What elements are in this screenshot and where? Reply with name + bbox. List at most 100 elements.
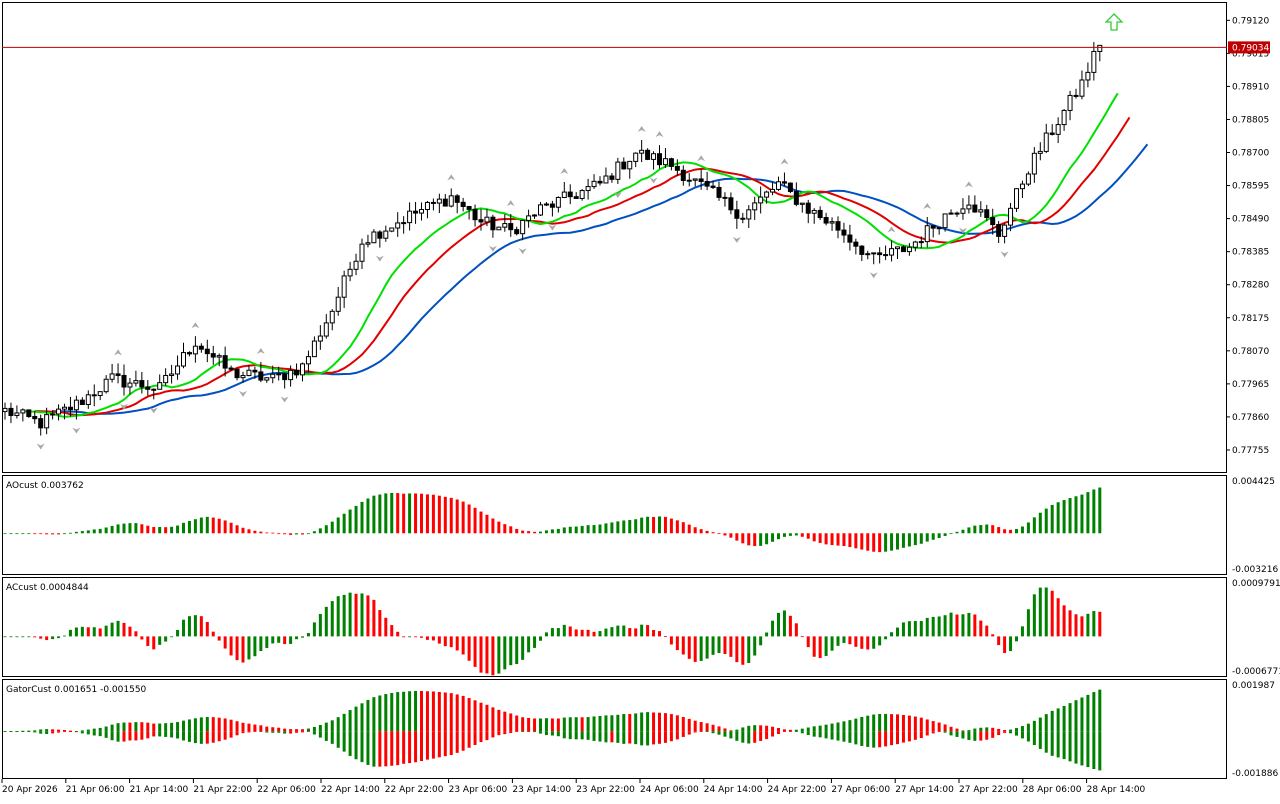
gator-lower-bar (509, 731, 512, 733)
histogram-bar (182, 523, 185, 533)
gator-upper-bar (372, 697, 375, 731)
histogram-bar (1015, 529, 1018, 533)
gator-lower-bar (491, 731, 494, 737)
time-tick-label: 27 Apr 06:00 (831, 785, 890, 795)
gator-upper-bar (39, 729, 42, 731)
histogram-bar (807, 636, 810, 647)
histogram-bar (819, 533, 822, 543)
gator-lower-bar (200, 731, 203, 744)
histogram-bar (87, 627, 90, 636)
gator-upper-bar (563, 718, 566, 732)
histogram-bar (450, 636, 453, 647)
histogram-bar (527, 531, 530, 533)
histogram-bar (33, 533, 36, 534)
gator-upper-bar (515, 716, 518, 732)
gator-upper-bar (283, 729, 286, 732)
time-tick-label: 22 Apr 06:00 (257, 785, 316, 795)
gator-lower-bar (801, 731, 804, 733)
histogram-bar (563, 527, 566, 533)
gator-upper-bar (950, 727, 953, 731)
histogram-bar (1039, 588, 1042, 637)
histogram-bar (569, 527, 572, 534)
gator-upper-bar (670, 714, 673, 731)
gator-upper-bar (87, 730, 90, 732)
histogram-bar (319, 614, 322, 636)
gator-upper-bar (343, 714, 346, 731)
gator-lower-bar (599, 731, 602, 741)
histogram-bar (372, 496, 375, 534)
histogram-bar (9, 636, 12, 637)
gator-upper-bar (860, 717, 863, 731)
gator-upper-bar (509, 713, 512, 731)
gator-lower-bar (1098, 731, 1101, 770)
gator-lower-bar (622, 731, 625, 744)
histogram-bar (688, 636, 691, 658)
histogram-bar (771, 621, 774, 637)
histogram-bar (1021, 526, 1024, 533)
histogram-bar (117, 524, 120, 533)
gator-upper-bar (765, 726, 768, 731)
histogram-bar (456, 636, 459, 650)
histogram-bar (1057, 502, 1060, 533)
histogram-bar (646, 517, 649, 534)
gator-lower-bar (15, 731, 18, 732)
gator-upper-bar (408, 691, 411, 731)
histogram-bar (236, 525, 239, 533)
histogram-bar (854, 636, 857, 646)
gator-lower-bar (468, 731, 471, 748)
histogram-bar (735, 636, 738, 662)
gator-upper-bar (747, 726, 750, 731)
gator-upper-bar (485, 705, 488, 731)
histogram-bar (521, 531, 524, 534)
gator-lower-bar (759, 731, 762, 741)
histogram-bar (75, 532, 78, 533)
histogram-bar (884, 636, 887, 639)
gator-upper-bar (253, 725, 256, 732)
ac-axis-top: 0.0009791 (1232, 579, 1280, 589)
histogram-bar (1075, 614, 1078, 636)
histogram-bar (932, 617, 935, 636)
gator-lower-bar (128, 731, 131, 740)
histogram-bar (432, 495, 435, 534)
histogram-bar (1080, 616, 1083, 636)
gator-upper-bar (581, 717, 584, 731)
histogram-bar (283, 636, 286, 644)
ao-axis-top: 0.004425 (1232, 477, 1275, 487)
gator-lower-bar (652, 731, 655, 744)
histogram-bar (527, 636, 530, 652)
gator-upper-bar (259, 725, 262, 731)
gator-upper-bar (45, 729, 48, 731)
gator-upper-bar (825, 725, 828, 732)
gator-lower-bar (545, 731, 548, 735)
time-tick-label: 22 Apr 22:00 (385, 785, 444, 795)
gator-upper-bar (99, 728, 102, 731)
gator-lower-bar (1051, 731, 1054, 756)
price-tick-label: 0.78070 (1232, 347, 1269, 357)
histogram-bar (545, 530, 548, 533)
gator-upper-bar (1003, 730, 1006, 731)
gator-lower-bar (503, 731, 506, 734)
histogram-bar (658, 516, 661, 533)
time-tick-label: 23 Apr 06:00 (449, 785, 508, 795)
gator-upper-bar (735, 730, 738, 732)
histogram-bar (801, 533, 804, 536)
gator-upper-bar (1021, 726, 1024, 731)
histogram-bar (610, 522, 613, 533)
histogram-bar (1051, 505, 1054, 533)
gator-lower-bar (908, 731, 911, 741)
gator-upper-bar (1033, 721, 1036, 731)
gator-lower-bar (1092, 731, 1095, 769)
histogram-bar (170, 527, 173, 533)
gator-lower-bar (33, 731, 36, 732)
histogram-bar (712, 636, 715, 654)
histogram-bar (795, 533, 798, 535)
gator-upper-bar (866, 716, 869, 732)
gator-lower-bar (372, 731, 375, 766)
histogram-bar (878, 636, 881, 645)
gator-axis-top: 0.001987 (1232, 681, 1275, 691)
gator-upper-bar (682, 717, 685, 731)
histogram-bar (1045, 509, 1048, 534)
gator-lower-bar (9, 731, 12, 732)
gator-lower-bar (593, 731, 596, 741)
